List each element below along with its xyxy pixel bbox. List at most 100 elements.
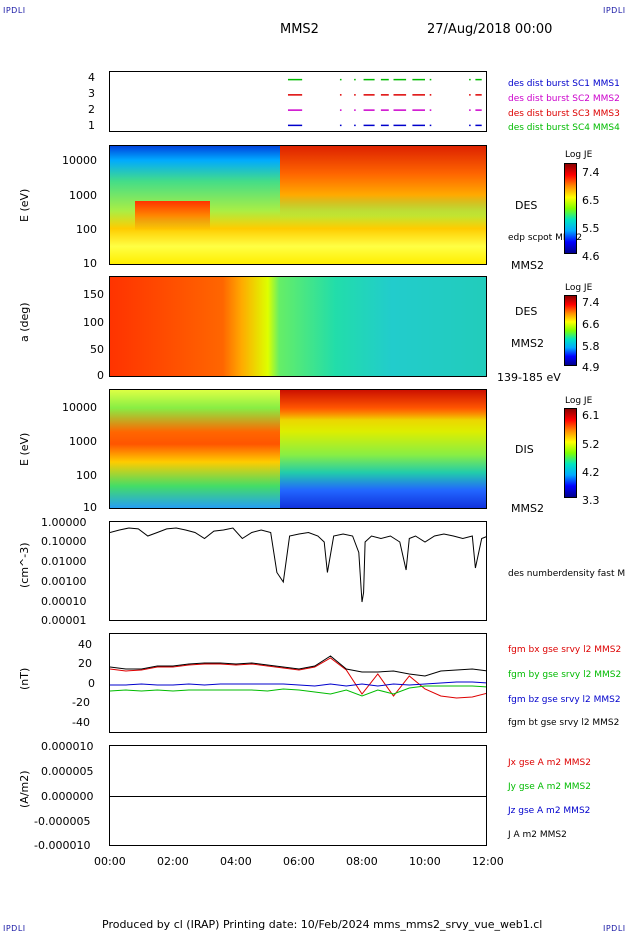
des-pitch-cb-tick: 4.9 bbox=[582, 361, 600, 374]
burst-legend-2: des dist burst SC2 MMS2 bbox=[508, 94, 620, 104]
des-energy-cb-tick: 5.5 bbox=[582, 222, 600, 235]
corner-logo-tr: IPDLI bbox=[603, 6, 626, 15]
current-legend-jx: Jx gse A m2 MMS2 bbox=[508, 758, 591, 768]
bfield-legend-bt: fgm bt gse srvy l2 MMS2 bbox=[508, 718, 620, 728]
burst-ytick: 2 bbox=[88, 103, 95, 116]
des-pitch-cb-tick: 5.8 bbox=[582, 340, 600, 353]
dis-energy-right-label: DIS bbox=[515, 443, 534, 456]
current-legend-jy: Jy gse A m2 MMS2 bbox=[508, 782, 591, 792]
density-series-line bbox=[110, 527, 486, 603]
des-pitch-sub-label: MMS2 bbox=[511, 337, 544, 350]
x-tick: 02:00 bbox=[157, 855, 189, 868]
dis-energy-cb-tick: 5.2 bbox=[582, 438, 600, 451]
des-pitch-cb-title: Log JE bbox=[565, 283, 593, 293]
bfield-series-line bbox=[110, 685, 486, 697]
dis-energy-ytick: 100 bbox=[76, 469, 97, 482]
current-legend-jz: Jz gse A m2 MMS2 bbox=[508, 806, 591, 816]
bfield-series-line bbox=[110, 655, 486, 677]
density-ytick: 0.01000 bbox=[41, 555, 87, 568]
corner-logo-bl: IPDLI bbox=[3, 924, 26, 933]
des-pitch-bottom-label: 139-185 eV bbox=[497, 371, 561, 384]
bfield-ytick: -20 bbox=[72, 696, 90, 709]
spacecraft-title: MMS2 bbox=[280, 22, 319, 37]
burst-plot bbox=[287, 78, 482, 127]
des-pitch-right-label: DES bbox=[515, 305, 538, 318]
dis-energy-cb-tick: 4.2 bbox=[582, 466, 600, 479]
current-plot bbox=[110, 796, 486, 797]
density-ytick: 1.00000 bbox=[41, 516, 87, 529]
des-energy-cb-tick: 7.4 bbox=[582, 166, 600, 179]
burst-ytick: 3 bbox=[88, 87, 95, 100]
dis-energy-cb-title: Log JE bbox=[565, 396, 593, 406]
des-energy-ytick: 100 bbox=[76, 223, 97, 236]
density-panel bbox=[109, 521, 487, 621]
bfield-panel bbox=[109, 633, 487, 733]
des-pitch-ytick: 50 bbox=[90, 343, 104, 356]
current-ytick: 0.000005 bbox=[41, 765, 94, 778]
density-legend: des numberdensity fast M bbox=[508, 569, 626, 579]
footer-credits: Produced by cl (IRAP) Printing date: 10/… bbox=[102, 918, 543, 931]
des-energy-ytick: 1000 bbox=[69, 189, 97, 202]
des-energy-panel bbox=[109, 145, 487, 265]
density-ytick: 0.00010 bbox=[41, 595, 87, 608]
des-pitch-ytick: 100 bbox=[83, 316, 104, 329]
dis-energy-ylabel: E (eV) bbox=[18, 432, 31, 466]
burst-ytick: 4 bbox=[88, 71, 95, 84]
bfield-plot bbox=[110, 655, 486, 699]
des-pitch-ytick: 0 bbox=[97, 369, 104, 382]
corner-logo-br: IPDLI bbox=[603, 924, 626, 933]
density-ytick: 0.00100 bbox=[41, 575, 87, 588]
density-ylabel: (cm^-3) bbox=[18, 542, 31, 588]
current-ytick: 0.000000 bbox=[41, 790, 94, 803]
current-ytick: 0.000010 bbox=[41, 740, 94, 753]
dis-energy-cb-tick: 6.1 bbox=[582, 409, 600, 422]
des-energy-ylabel: E (eV) bbox=[18, 188, 31, 222]
x-tick: 08:00 bbox=[346, 855, 378, 868]
density-ytick: 0.00001 bbox=[41, 614, 87, 627]
des-pitch-cb-tick: 6.6 bbox=[582, 318, 600, 331]
burst-ytick: 1 bbox=[88, 119, 95, 132]
burst-legend-4: des dist burst SC4 MMS4 bbox=[508, 123, 620, 133]
bfield-legend-bz: fgm bz gse srvy l2 MMS2 bbox=[508, 695, 621, 705]
des-energy-colorbar bbox=[564, 163, 577, 254]
dis-energy-early-region bbox=[110, 390, 280, 508]
bfield-legend-bx: fgm bx gse srvy l2 MMS2 bbox=[508, 645, 622, 655]
des-pitch-ylabel: a (deg) bbox=[18, 302, 31, 342]
current-ytick: -0.000005 bbox=[34, 815, 91, 828]
des-energy-ytick: 10000 bbox=[62, 154, 97, 167]
bfield-series-line bbox=[110, 657, 486, 699]
x-tick: 04:00 bbox=[220, 855, 252, 868]
density-plot bbox=[110, 527, 486, 603]
x-tick: 12:00 bbox=[472, 855, 504, 868]
density-ytick: 0.10000 bbox=[41, 535, 87, 548]
des-energy-hot-region bbox=[280, 146, 486, 216]
bfield-ytick: -40 bbox=[72, 716, 90, 729]
des-energy-hot-region bbox=[135, 201, 210, 231]
des-energy-bottom-label: MMS2 bbox=[511, 259, 544, 272]
current-ytick: -0.000010 bbox=[34, 839, 91, 852]
des-energy-sub-label: edp scpot MMS2 bbox=[508, 233, 583, 243]
des-energy-cb-title: Log JE bbox=[565, 150, 593, 160]
des-pitch-cb-tick: 7.4 bbox=[582, 296, 600, 309]
current-legend-j: J A m2 MMS2 bbox=[508, 830, 567, 840]
bfield-ytick: 20 bbox=[78, 657, 92, 670]
x-tick: 06:00 bbox=[283, 855, 315, 868]
des-energy-cb-tick: 6.5 bbox=[582, 194, 600, 207]
bfield-series-line bbox=[110, 681, 486, 687]
dis-energy-ytick: 10000 bbox=[62, 401, 97, 414]
dis-energy-colorbar bbox=[564, 408, 577, 498]
dis-energy-panel bbox=[109, 389, 487, 509]
des-energy-cb-tick: 4.6 bbox=[582, 250, 600, 263]
des-pitch-ytick: 150 bbox=[83, 288, 104, 301]
burst-legend-1: des dist burst SC1 MMS1 bbox=[508, 79, 620, 89]
x-tick: 00:00 bbox=[94, 855, 126, 868]
bfield-legend-by: fgm by gse srvy l2 MMS2 bbox=[508, 670, 622, 680]
datetime-title: 27/Aug/2018 00:00 bbox=[427, 22, 553, 37]
corner-logo-tl: IPDLI bbox=[3, 6, 26, 15]
des-pitch-colorbar bbox=[564, 295, 577, 366]
des-energy-right-label: DES bbox=[515, 199, 538, 212]
dis-energy-hot-region bbox=[280, 390, 486, 420]
bfield-ytick: 40 bbox=[78, 638, 92, 651]
bfield-ytick: 0 bbox=[88, 677, 95, 690]
des-pitch-panel bbox=[109, 276, 487, 377]
